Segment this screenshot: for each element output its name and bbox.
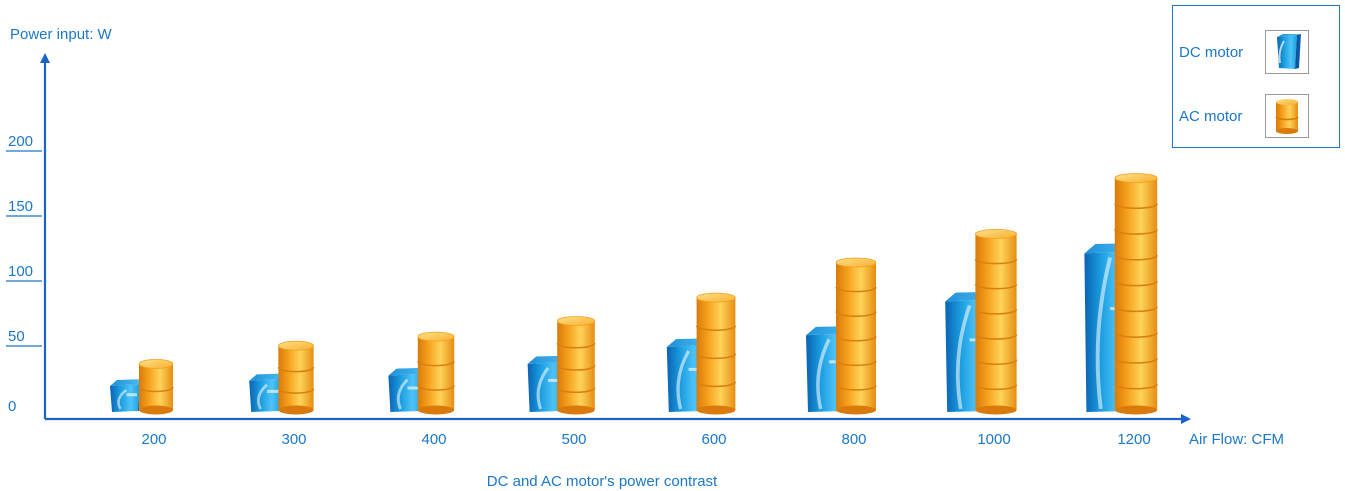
y-tick-labels: 0 50 100 150 200 — [6, 133, 42, 415]
x-tick-label: 1000 — [977, 431, 1010, 448]
legend-label-dc: DC motor — [1179, 43, 1244, 61]
ac-bar — [138, 358, 174, 415]
x-tick-label: 400 — [421, 431, 446, 448]
chart-title: DC and AC motor's power contrast — [487, 473, 718, 490]
y-tick-label: 0 — [8, 398, 16, 415]
legend: DC motor AC motor — [1172, 5, 1340, 148]
x-tick-label: 500 — [561, 431, 586, 448]
ac-bar — [695, 292, 737, 415]
orange-cylinder-icon — [1265, 94, 1309, 138]
ac-bar — [417, 331, 455, 415]
ac-bar — [835, 257, 877, 415]
y-tick-label: 100 — [8, 263, 33, 280]
blue-prism-icon — [1265, 30, 1309, 74]
legend-item-ac: AC motor — [1179, 94, 1309, 138]
ac-bar — [1114, 173, 1158, 415]
legend-label-ac: AC motor — [1179, 107, 1243, 125]
y-tick-label: 200 — [8, 133, 33, 150]
x-tick-label: 600 — [701, 431, 726, 448]
axes — [40, 53, 1191, 424]
ac-bar — [556, 316, 596, 415]
x-tick-label: 800 — [841, 431, 866, 448]
x-tick-labels: 200 300 400 500 600 800 1000 1200 — [141, 431, 1150, 448]
x-tick-label: 200 — [141, 431, 166, 448]
legend-item-dc: DC motor — [1179, 30, 1309, 74]
bars — [110, 173, 1158, 415]
y-tick-label: 50 — [8, 328, 25, 345]
x-axis-label: Air Flow: CFM — [1189, 431, 1284, 448]
x-tick-label: 1200 — [1117, 431, 1150, 448]
y-tick-label: 150 — [8, 198, 33, 215]
ac-bar — [277, 340, 315, 415]
ac-bar — [974, 228, 1018, 415]
x-tick-label: 300 — [281, 431, 306, 448]
y-axis-label: Power input: W — [10, 26, 113, 43]
